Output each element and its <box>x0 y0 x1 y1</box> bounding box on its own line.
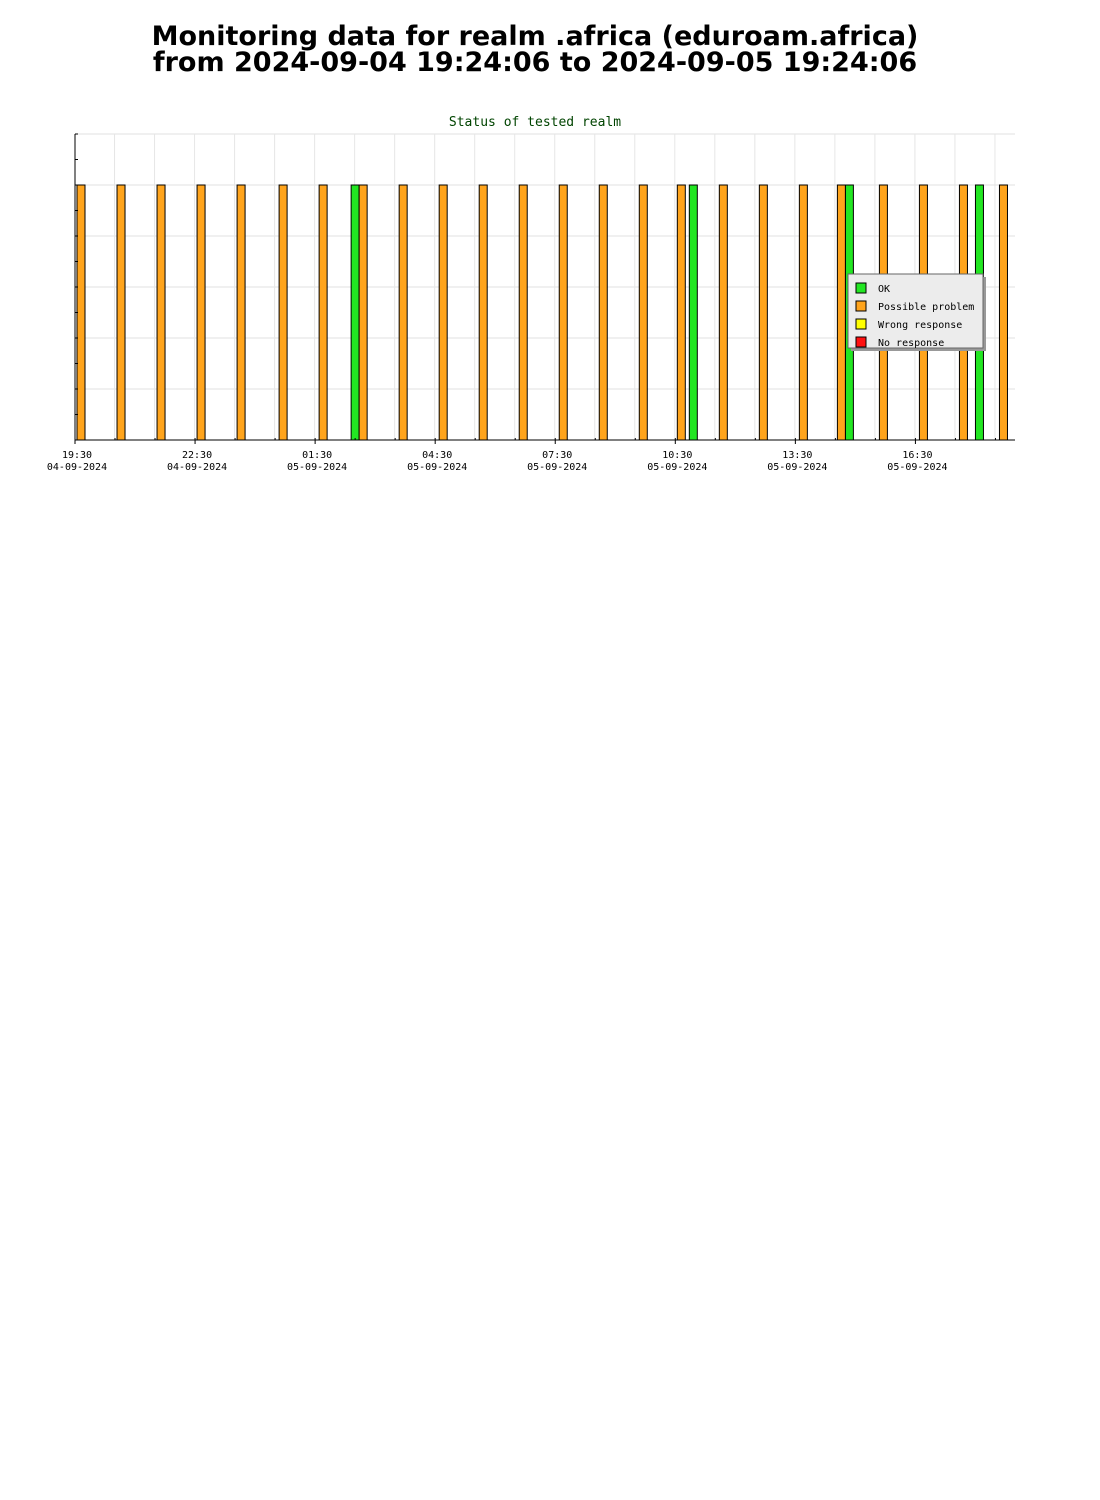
bar-possible-problem <box>318 184 328 441</box>
x-tick-label-time: 04:30 <box>422 450 452 461</box>
bar-possible-problem <box>718 184 728 441</box>
x-tick-label-date: 05-09-2024 <box>407 462 467 473</box>
legend-label-possible-problem: Possible problem <box>878 302 974 313</box>
x-tick-label-date: 05-09-2024 <box>647 462 707 473</box>
bar-possible-problem <box>278 184 288 441</box>
x-tick-label-time: 10:30 <box>662 450 692 461</box>
chart-title: Status of tested realm <box>449 115 621 130</box>
legend-swatch-possible-problem <box>855 300 867 312</box>
title-line-2: from 2024-09-04 19:24:06 to 2024-09-05 1… <box>152 47 918 78</box>
x-tick-label-time: 19:30 <box>62 450 92 461</box>
x-tick-label-date: 04-09-2024 <box>47 462 107 473</box>
legend-label-wrong-response: Wrong response <box>878 320 962 331</box>
bar-possible-problem <box>196 184 206 441</box>
bar-possible-problem <box>398 184 408 441</box>
x-tick-label-date: 04-09-2024 <box>167 462 227 473</box>
x-tick-label-date: 05-09-2024 <box>767 462 827 473</box>
title-line-1: Monitoring data for realm .africa (eduro… <box>151 21 919 52</box>
legend-label-no-response: No response <box>878 338 944 349</box>
bar-possible-problem <box>598 184 608 441</box>
bar-possible-problem <box>438 184 448 441</box>
bar-possible-problem <box>558 184 568 441</box>
x-axis-tick-labels: 19:3004-09-202422:3004-09-202401:3005-09… <box>47 440 948 473</box>
bar-possible-problem <box>638 184 648 441</box>
page-title: Monitoring data for realm .africa (eduro… <box>0 21 1070 78</box>
bar-possible-problem <box>798 184 808 441</box>
bar-possible-problem <box>998 184 1008 441</box>
bar-possible-problem <box>236 184 246 441</box>
x-tick-label-time: 01:30 <box>302 450 332 461</box>
bar-ok <box>688 184 698 441</box>
chart-axes <box>74 133 1015 441</box>
bar-possible-problem <box>518 184 528 441</box>
bar-possible-problem <box>76 184 86 441</box>
legend-swatch-wrong-response <box>855 318 867 330</box>
legend-box <box>847 273 984 349</box>
x-tick-label-time: 16:30 <box>902 450 932 461</box>
legend-swatch-no-response <box>855 336 867 348</box>
legend-swatch-ok <box>855 282 867 294</box>
bar-possible-problem <box>676 184 686 441</box>
chart-legend: OK Possible problem Wrong response No respo… <box>847 273 986 351</box>
x-tick-label-time: 07:30 <box>542 450 572 461</box>
x-tick-label-time: 22:30 <box>182 450 212 461</box>
bar-possible-problem <box>116 184 126 441</box>
bar-possible-problem <box>358 184 368 441</box>
bar-possible-problem <box>478 184 488 441</box>
bar-ok <box>350 184 360 441</box>
bar-possible-problem <box>156 184 166 441</box>
x-tick-label-date: 05-09-2024 <box>887 462 947 473</box>
x-tick-label-date: 05-09-2024 <box>287 462 347 473</box>
bar-possible-problem <box>758 184 768 441</box>
x-tick-label-time: 13:30 <box>782 450 812 461</box>
bar-possible-problem <box>836 184 846 441</box>
status-chart: Status of tested realm 19:3004-09-202422… <box>47 115 1015 473</box>
x-tick-label-date: 05-09-2024 <box>527 462 587 473</box>
legend-label-ok: OK <box>878 284 890 295</box>
